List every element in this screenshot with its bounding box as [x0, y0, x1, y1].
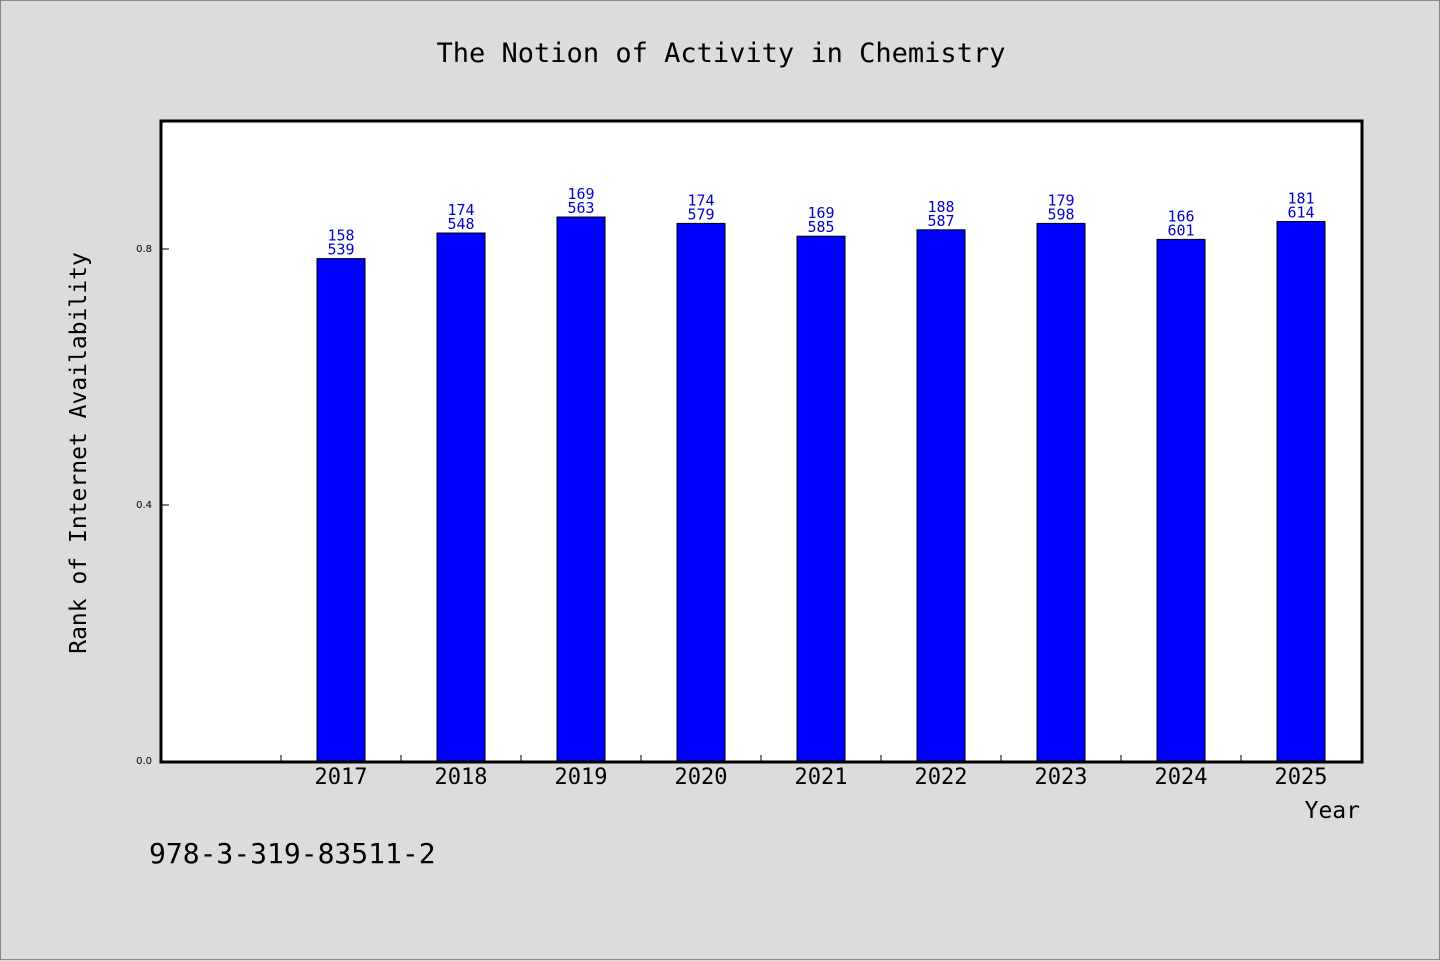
bar-2020 [676, 222, 726, 762]
isbn-footnote: 978-3-319-83511-2 [149, 837, 436, 870]
x-tick-label-2025: 2025 [1275, 765, 1328, 790]
x-tick-label-2021: 2021 [795, 765, 848, 790]
y-tick-label: 0.4 [136, 500, 152, 511]
bar-label-top-2023: 179 [1047, 191, 1074, 209]
bar-label-top-2022: 188 [927, 198, 954, 216]
bar-2017 [316, 258, 366, 762]
y-tick-label: 0.8 [136, 244, 152, 255]
bar-label-bottom-2020: 579 [687, 205, 714, 223]
bar-label-top-2020: 174 [687, 191, 714, 209]
bar-label-bottom-2018: 548 [447, 215, 474, 233]
bar-label-bottom-2021: 585 [807, 218, 834, 236]
bar-label-top-2019: 169 [567, 185, 594, 203]
y-tick-label: 0.0 [136, 756, 152, 767]
chart-title: The Notion of Activity in Chemistry [437, 38, 1006, 69]
bar-2022 [916, 229, 966, 762]
x-tick-label-2020: 2020 [675, 765, 728, 790]
bars-group [316, 216, 1326, 762]
bar-label-top-2025: 181 [1287, 189, 1314, 207]
bar-label-bottom-2022: 587 [927, 212, 954, 230]
bar-2021 [796, 235, 846, 762]
x-tick-label-2022: 2022 [915, 765, 968, 790]
x-ticks-group: 2017 2018 2019 2020 2021 2022 2023 2024 2025 [280, 755, 1362, 790]
bar-2023 [1036, 222, 1086, 762]
bar-label-top-2018: 174 [447, 201, 474, 219]
plot-border [159, 119, 1364, 764]
bar-2025 [1276, 220, 1326, 762]
bar-label-bottom-2019: 563 [567, 199, 594, 217]
y-axis-label: Rank of Internet Availability [66, 252, 92, 654]
x-axis-label: Year [1305, 798, 1360, 824]
bar-2019 [556, 216, 606, 762]
x-tick-label-2019: 2019 [555, 765, 608, 790]
bar-2024 [1156, 238, 1206, 762]
bar-2018 [436, 232, 486, 762]
x-tick-label-2023: 2023 [1035, 765, 1088, 790]
bar-label-bottom-2023: 598 [1047, 205, 1074, 223]
bar-label-bottom-2025: 614 [1287, 203, 1314, 221]
bar-label-top-2024: 166 [1167, 207, 1194, 225]
bar-label-top-2017: 158 [327, 227, 354, 245]
bar-label-bottom-2017: 539 [327, 241, 354, 259]
x-tick-label-2017: 2017 [315, 765, 368, 790]
x-tick-label-2018: 2018 [435, 765, 488, 790]
bar-label-bottom-2024: 601 [1167, 221, 1194, 239]
x-tick-label-2024: 2024 [1155, 765, 1208, 790]
bar-label-top-2021: 169 [807, 204, 834, 222]
